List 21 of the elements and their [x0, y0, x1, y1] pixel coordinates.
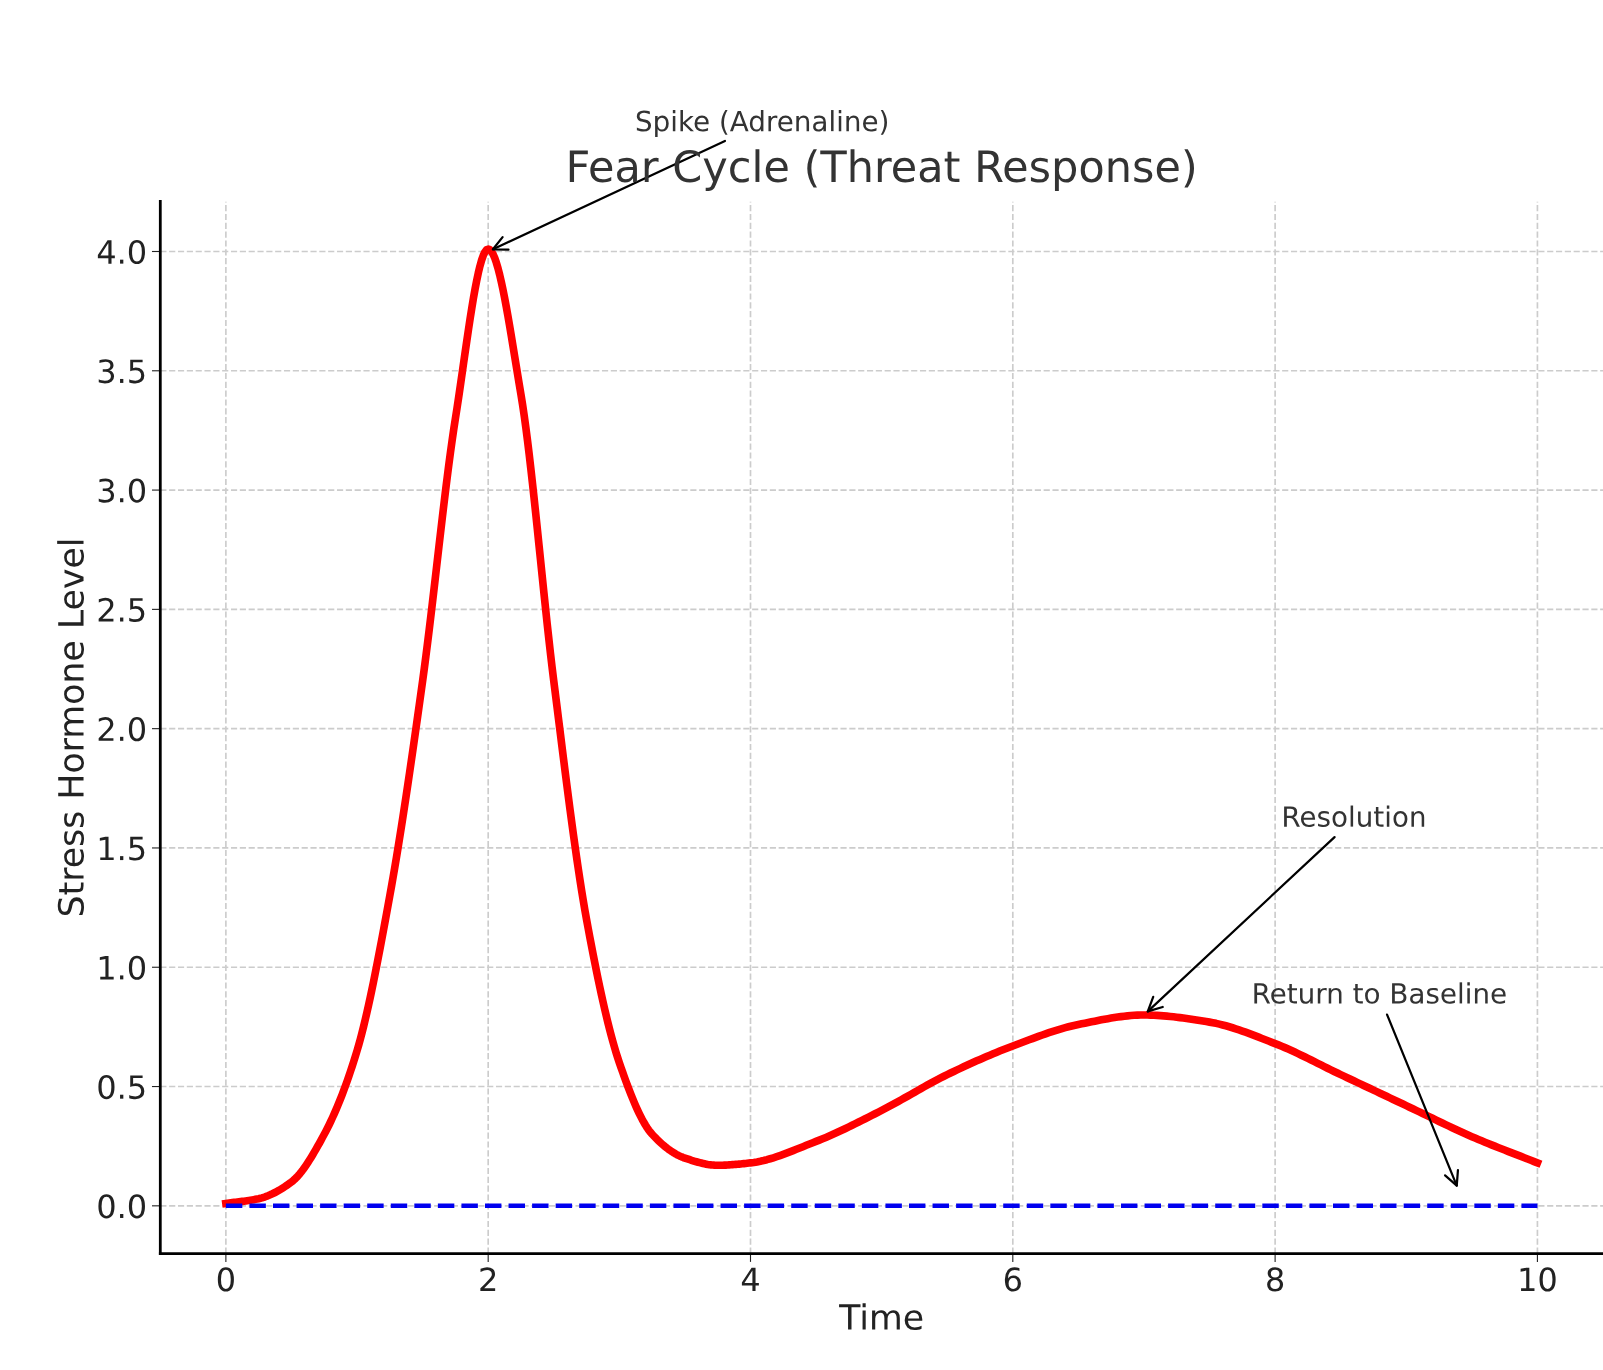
x-tick-label: 4: [741, 1267, 759, 1292]
annotation: Spike (Adrenaline): [636, 110, 888, 137]
y-tick-label: 1.0: [99, 955, 145, 980]
annotation: Return to Baseline: [1254, 982, 1506, 1004]
annotation: Resolution: [1284, 805, 1425, 828]
x-axis-title: Time: [839, 1303, 923, 1331]
y-axis-title: Stress Hormone Level: [57, 540, 85, 916]
x-tick-label: 8: [1267, 1267, 1284, 1292]
y-tick-label: 0.0: [98, 1194, 145, 1219]
y-tick-label: 3.0: [98, 478, 145, 503]
x-tick-label: 0: [217, 1267, 234, 1292]
y-tick-label: 2.5: [98, 597, 145, 622]
x-tick-label: 10: [1520, 1267, 1556, 1292]
y-tick-label: 4.0: [97, 239, 145, 265]
x-tick-label: 2: [480, 1267, 496, 1292]
chart-title: Fear Cycle (Threat Response): [569, 149, 1195, 191]
y-tick-label: 1.5: [99, 836, 145, 861]
y-tick-label: 3.5: [98, 359, 145, 384]
x-tick-label: 6: [1004, 1267, 1021, 1292]
y-tick-label: 2.0: [98, 717, 145, 742]
y-tick-label: 0.5: [98, 1074, 145, 1100]
